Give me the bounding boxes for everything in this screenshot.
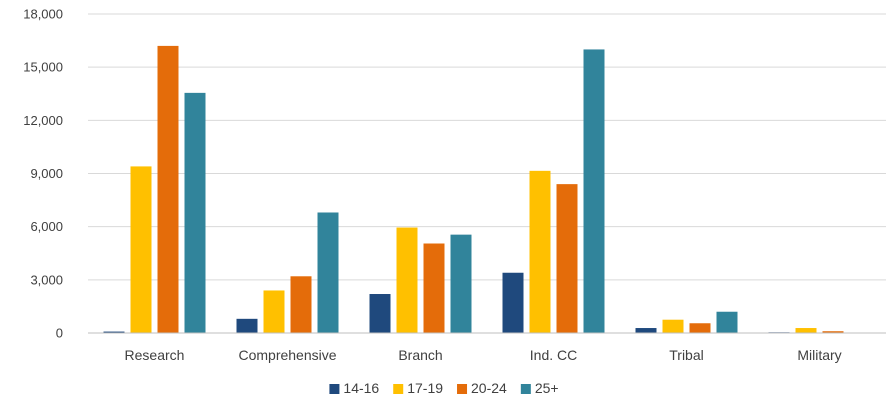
legend-swatch bbox=[329, 384, 340, 394]
bar-20-24-tribal bbox=[689, 323, 711, 333]
bar-20-24-comprehensive bbox=[290, 276, 312, 333]
bar-25+-comprehensive bbox=[317, 212, 339, 333]
legend-label: 17-19 bbox=[407, 380, 443, 396]
x-axis-categories: Research Comprehensive Branch Ind. CC Tribal… bbox=[125, 347, 842, 363]
y-axis-ticks: 0 3,000 6,000 9,000 12,000 15,000 18,000 bbox=[23, 7, 63, 341]
bar-25+-branch bbox=[450, 234, 472, 333]
bar-14-16-branch bbox=[369, 294, 391, 333]
bar-17-19-military bbox=[795, 328, 817, 333]
legend-label: 25+ bbox=[535, 380, 559, 396]
x-category-label: Ind. CC bbox=[530, 347, 577, 363]
bar-17-19-ind-cc bbox=[529, 170, 551, 333]
bar-25+-ind-cc bbox=[583, 49, 605, 333]
legend: 14-16 17-19 20-24 25+ bbox=[329, 380, 559, 396]
gridlines bbox=[88, 13, 886, 281]
bar-17-19-tribal bbox=[662, 319, 684, 333]
y-tick-label: 15,000 bbox=[23, 60, 63, 75]
bar-17-19-research bbox=[130, 166, 152, 333]
bar-20-24-research bbox=[157, 45, 179, 334]
legend-label: 14-16 bbox=[343, 380, 379, 396]
legend-item: 25+ bbox=[520, 380, 559, 396]
bar-20-24-military bbox=[822, 331, 844, 333]
bar-20-24-branch bbox=[423, 243, 445, 333]
bars bbox=[103, 45, 844, 334]
bar-14-16-tribal bbox=[635, 328, 657, 333]
y-tick-label: 18,000 bbox=[23, 7, 63, 22]
y-tick-label: 12,000 bbox=[23, 113, 63, 128]
legend-label: 20-24 bbox=[471, 380, 507, 396]
legend-item: 17-19 bbox=[393, 380, 443, 396]
y-tick-label: 3,000 bbox=[30, 272, 63, 287]
bar-17-19-comprehensive bbox=[263, 290, 285, 333]
x-category-label: Tribal bbox=[669, 347, 704, 363]
legend-swatch bbox=[520, 384, 531, 394]
y-tick-label: 9,000 bbox=[30, 166, 63, 181]
bar-20-24-ind-cc bbox=[556, 184, 578, 333]
y-tick-label: 0 bbox=[56, 326, 63, 341]
bar-25+-tribal bbox=[716, 311, 738, 333]
bar-14-16-research bbox=[103, 331, 125, 333]
legend-swatch bbox=[457, 384, 468, 394]
bar-25+-research bbox=[184, 92, 206, 333]
bar-17-19-branch bbox=[396, 227, 418, 333]
legend-swatch bbox=[393, 384, 404, 394]
y-tick-label: 6,000 bbox=[30, 219, 63, 234]
bar-14-16-ind-cc bbox=[502, 272, 524, 333]
x-category-label: Comprehensive bbox=[238, 347, 336, 363]
legend-item: 14-16 bbox=[329, 380, 379, 396]
x-category-label: Branch bbox=[398, 347, 442, 363]
bar-14-16-comprehensive bbox=[236, 318, 258, 333]
legend-item: 20-24 bbox=[457, 380, 507, 396]
x-category-label: Military bbox=[797, 347, 841, 363]
x-category-label: Research bbox=[125, 347, 185, 363]
